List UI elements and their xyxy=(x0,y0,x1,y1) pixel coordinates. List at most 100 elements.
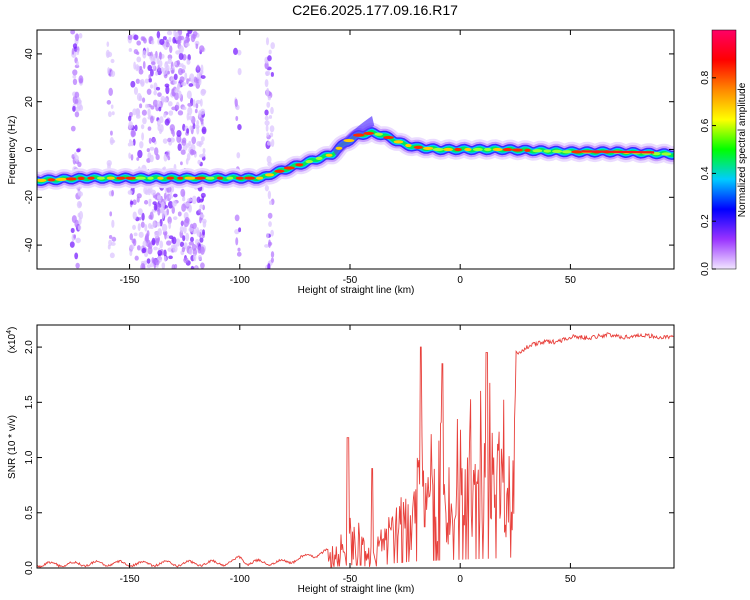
colorbar-gradient xyxy=(711,29,737,270)
spectrogram-noise-speck xyxy=(266,101,271,108)
spectrogram-noise-speck xyxy=(141,212,145,221)
spectrogram-noise-speck xyxy=(180,69,186,74)
spectrogram-noise-speck xyxy=(167,57,172,65)
spectrogram-noise-speck xyxy=(148,74,152,80)
spectrogram-hotspot xyxy=(352,133,365,137)
colorbar: 0.0 0.2 0.4 0.6 0.8 Normalized spectral ampl… xyxy=(700,29,748,276)
spectrogram-noise-speck xyxy=(178,52,184,61)
spectrogram-noise-speck xyxy=(74,219,79,228)
spectrogram-noise-speck xyxy=(237,67,242,76)
spectrogram-hotspot xyxy=(335,146,343,150)
snr-x-tick-label: -50 xyxy=(343,574,358,585)
spectrogram-noise-speck xyxy=(160,201,165,211)
spectrogram-noise-speck xyxy=(128,139,132,144)
spectrogram-noise-speck xyxy=(176,85,180,93)
spectrogram-noise-speck xyxy=(181,203,187,212)
spectrogram-x-tick-label: -150 xyxy=(120,275,140,286)
spectrogram-noise-speck xyxy=(133,48,139,55)
spectrogram-hotspot xyxy=(87,176,95,180)
spectrogram-noise-speck xyxy=(150,224,154,230)
spectrogram-noise-speck xyxy=(136,56,142,63)
spectrogram-noise-speck xyxy=(180,188,186,197)
spectrogram-noise-speck xyxy=(170,127,174,135)
spectrogram-noise-speck xyxy=(169,45,173,54)
spectrogram-noise-speck xyxy=(188,83,194,87)
spectrogram-hotspot xyxy=(265,173,275,177)
spectrogram-noise-speck xyxy=(130,154,134,161)
spectrogram-noise-speck xyxy=(266,132,270,137)
spectrogram-noise-speck xyxy=(182,196,186,202)
spectrogram-noise-speck xyxy=(267,263,271,269)
spectrogram-x-axis-label: Height of straight line (km) xyxy=(298,285,415,296)
spectrogram-hotspot xyxy=(363,131,375,135)
spectrogram-noise-speck xyxy=(158,51,162,60)
spectrogram-noise-speck xyxy=(168,255,173,260)
spectrogram-noise-speck xyxy=(148,201,152,207)
snr-x-tick-label: -150 xyxy=(120,574,140,585)
spectrogram-noise-speck xyxy=(136,40,142,46)
spectrogram-noise-speck xyxy=(270,72,274,77)
spectrogram-noise-speck xyxy=(129,244,135,250)
spectrogram-noise-speck xyxy=(173,80,177,85)
spectrogram-noise-speck xyxy=(237,247,241,252)
snr-series-line xyxy=(37,332,674,568)
spectrogram-noise-speck xyxy=(69,241,75,248)
spectrogram-noise-speck xyxy=(109,252,115,259)
spectrogram-noise-speck xyxy=(156,30,161,39)
spectrogram-hotspot xyxy=(65,177,77,181)
spectrogram-hotspot xyxy=(96,176,105,180)
spectrogram-y-tick-label: 40 xyxy=(24,48,35,60)
spectrogram-noise-speck xyxy=(163,112,167,118)
snr-y-tick-label: 1.5 xyxy=(24,395,35,409)
spectrogram-noise-speck xyxy=(188,140,192,147)
spectrogram-noise-speck xyxy=(264,120,270,126)
spectrogram-noise-speck xyxy=(155,238,160,246)
spectrogram-noise-speck xyxy=(110,130,113,136)
spectrogram-noise-speck xyxy=(172,244,178,253)
spectrogram-noise-speck xyxy=(200,136,205,142)
spectrogram-noise-speck xyxy=(165,85,170,95)
spectrogram-noise-speck xyxy=(177,35,182,42)
spectrogram-noise-speck xyxy=(72,43,78,49)
spectrogram-noise-speck xyxy=(110,139,116,144)
spectrogram-noise-speck xyxy=(132,108,137,116)
spectrogram-hotspot xyxy=(205,176,215,180)
snr-frame xyxy=(36,324,675,569)
spectrogram-peak-band xyxy=(581,150,655,154)
spectrogram-noise-speck xyxy=(176,134,182,144)
spectrogram-noise-speck xyxy=(184,216,190,224)
spectrogram-hotspot xyxy=(423,146,434,151)
spectrogram-noise-speck xyxy=(180,220,185,226)
spectrogram-noise-speck xyxy=(161,210,165,219)
spectrogram-noise-speck xyxy=(171,236,177,245)
spectrogram-hotspot xyxy=(274,169,285,173)
spectrogram-noise-speck xyxy=(77,224,82,231)
spectrogram-noise-speck xyxy=(195,43,199,50)
spectrogram-noise-speck xyxy=(144,224,148,232)
spectrogram-noise-speck xyxy=(142,50,147,59)
spectrogram-noise-speck xyxy=(132,199,137,206)
spectrogram-noise-speck xyxy=(156,119,161,127)
spectrogram-noise-speck xyxy=(173,216,178,221)
spectrogram-y-tick-label: -40 xyxy=(24,237,35,252)
spectrogram-noise-speck xyxy=(127,142,132,147)
spectrogram-noise-speck xyxy=(162,36,167,41)
spectrogram-noise-speck xyxy=(238,227,242,233)
spectrogram-noise-speck xyxy=(186,78,189,85)
spectrogram-hotspot xyxy=(492,147,503,152)
spectrogram-noise-speck xyxy=(74,252,79,260)
spectrogram-noise-speck xyxy=(107,111,112,118)
spectrogram-noise-speck xyxy=(73,234,77,239)
spectrogram-noise-speck xyxy=(182,235,186,242)
spectrogram-noise-speck xyxy=(268,200,273,205)
spectrogram-noise-speck xyxy=(138,216,142,221)
spectrogram-noise-speck xyxy=(180,63,184,68)
spectrogram-noise-speck xyxy=(185,202,190,207)
spectrogram-noise-speck xyxy=(74,111,80,118)
snr-x-tick-label: 50 xyxy=(565,574,577,585)
spectrogram-noise-speck xyxy=(77,212,81,218)
spectrogram-noise-speck xyxy=(174,263,178,269)
spectrogram-hotspot xyxy=(652,151,661,156)
spectrogram-noise-speck xyxy=(191,243,197,251)
